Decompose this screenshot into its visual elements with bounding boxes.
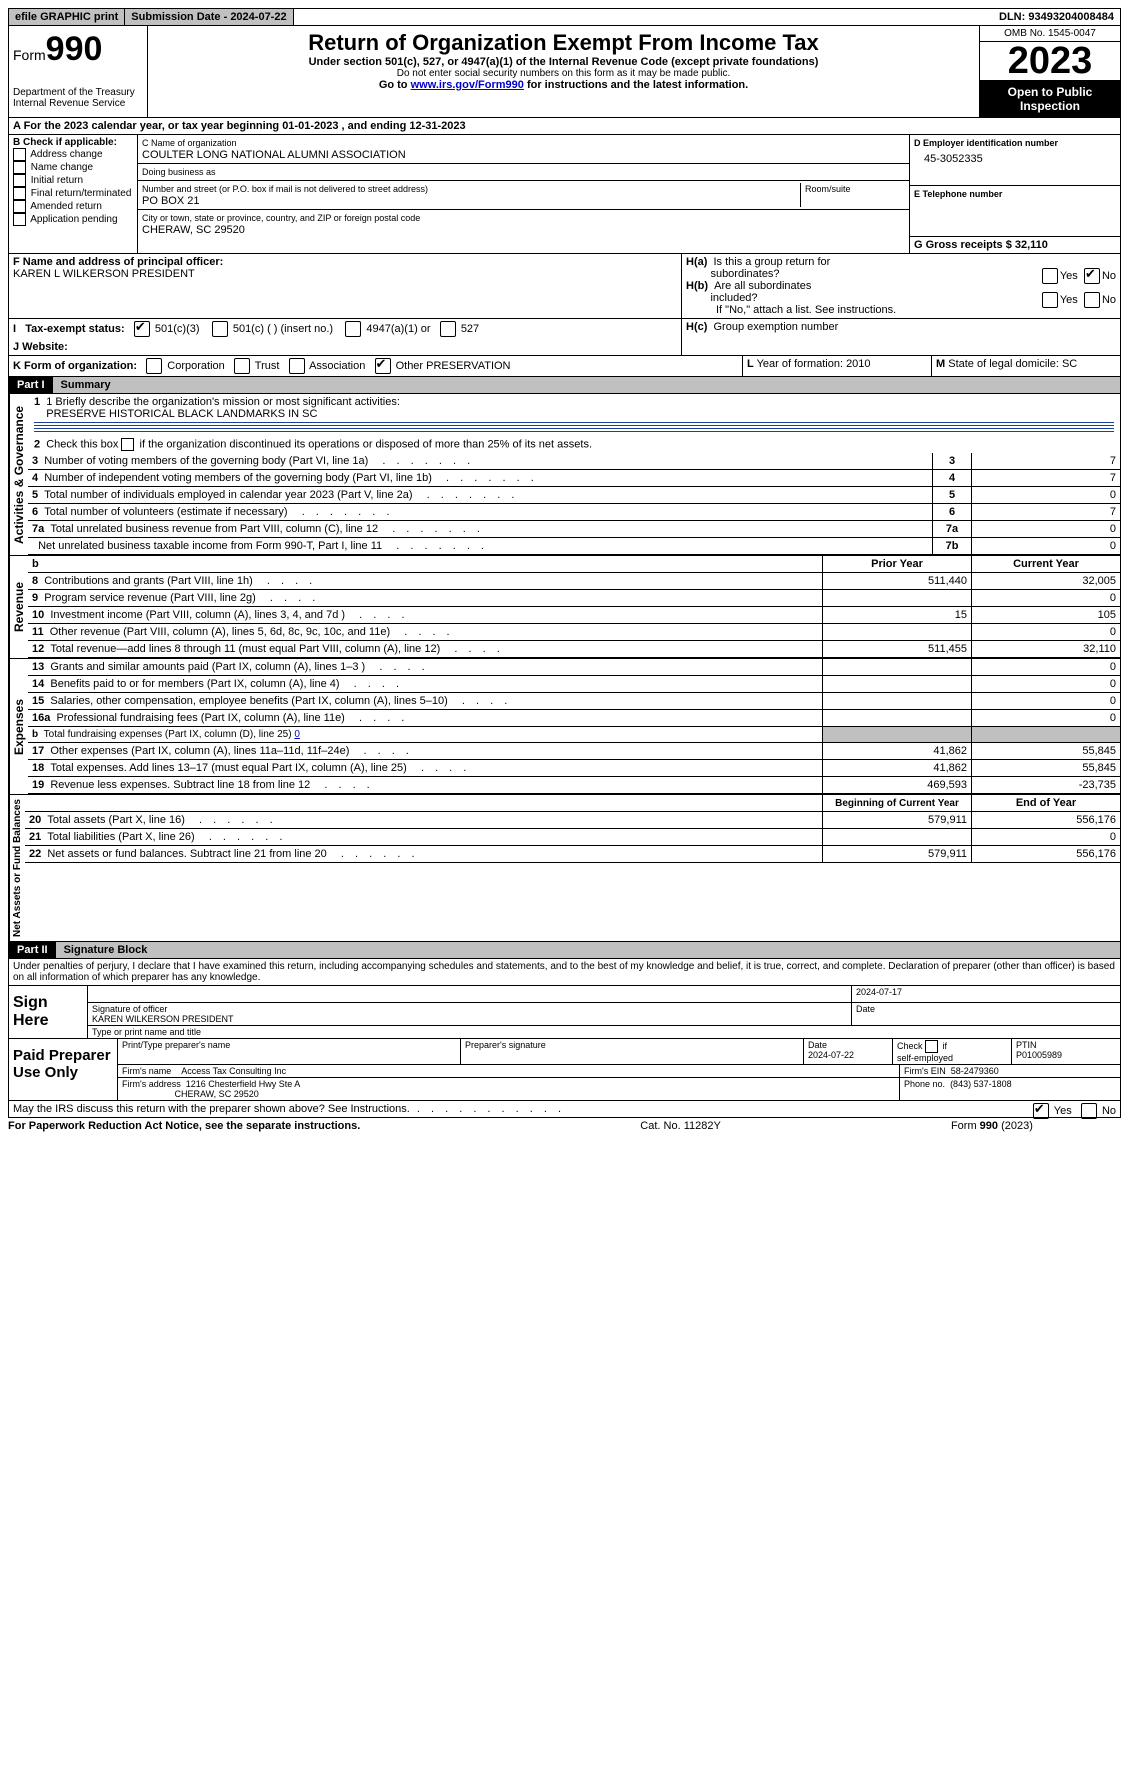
- checkbox-hb-no[interactable]: [1084, 292, 1100, 308]
- phone-label: E Telephone number: [914, 189, 1002, 199]
- firm-phone: (843) 537-1808: [950, 1079, 1012, 1089]
- checkbox-assoc[interactable]: [289, 358, 305, 374]
- checkbox-pending[interactable]: [13, 213, 26, 226]
- sign-here-label: Sign Here: [9, 986, 88, 1038]
- efile-button[interactable]: efile GRAPHIC print: [9, 9, 125, 25]
- revenue-section: Revenue b Prior Year Current Year 8 Cont…: [8, 556, 1121, 659]
- part1-body: Activities & Governance 1 1 Briefly desc…: [8, 394, 1121, 556]
- checkbox-501c[interactable]: [212, 321, 228, 337]
- checkbox-other[interactable]: [375, 358, 391, 374]
- checkbox-initial[interactable]: [13, 174, 26, 187]
- checkbox-hb-yes[interactable]: [1042, 292, 1058, 308]
- checkbox-final[interactable]: [13, 187, 26, 200]
- preparer-block: Paid Preparer Use Only Print/Type prepar…: [8, 1039, 1121, 1101]
- form-number: Form990: [13, 30, 143, 69]
- org-name: COULTER LONG NATIONAL ALUMNI ASSOCIATION: [142, 149, 406, 161]
- checkbox-discontinued[interactable]: [121, 438, 134, 451]
- cat-no: Cat. No. 11282Y: [640, 1120, 721, 1132]
- footer: For Paperwork Reduction Act Notice, see …: [8, 1118, 1033, 1132]
- preparer-label: Paid Preparer Use Only: [9, 1039, 118, 1100]
- declaration: Under penalties of perjury, I declare th…: [8, 959, 1121, 986]
- checkbox-trust[interactable]: [234, 358, 250, 374]
- firm-addr2: CHERAW, SC 29520: [175, 1089, 259, 1099]
- dln: DLN: 93493204008484: [993, 9, 1120, 25]
- part2-header: Part II: [9, 942, 56, 958]
- checkbox-selfemp[interactable]: [925, 1040, 938, 1053]
- dept-label: Department of the Treasury Internal Reve…: [13, 87, 143, 109]
- net-table: Beginning of Current Year End of Year 20…: [25, 795, 1120, 863]
- prep-date: 2024-07-22: [808, 1050, 854, 1060]
- part2-title: Signature Block: [56, 942, 1120, 958]
- checkbox-amended[interactable]: [13, 200, 26, 213]
- tax-year: 2023: [980, 42, 1120, 81]
- firm-ein: 58-2479360: [951, 1066, 999, 1076]
- discuss-row: May the IRS discuss this return with the…: [8, 1101, 1121, 1118]
- vlabel-expenses: Expenses: [9, 659, 28, 794]
- revenue-table: b Prior Year Current Year 8 Contribution…: [28, 556, 1120, 658]
- box-b: B Check if applicable: Address change Na…: [9, 135, 138, 253]
- fh-row: F Name and address of principal officer:…: [8, 254, 1121, 319]
- dba-label: Doing business as: [142, 167, 216, 177]
- ptin: P01005989: [1016, 1050, 1062, 1060]
- vlabel-revenue: Revenue: [9, 556, 28, 658]
- principal-officer: KAREN L WILKERSON PRESIDENT: [13, 268, 195, 280]
- open-public: Open to Public Inspection: [980, 81, 1120, 117]
- part1-title: Summary: [53, 377, 1120, 393]
- street-address: PO BOX 21: [142, 195, 199, 207]
- checkbox-501c3[interactable]: [134, 321, 150, 337]
- section-a: A For the 2023 calendar year, or tax yea…: [8, 118, 1121, 135]
- mission-text: PRESERVE HISTORICAL BLACK LANDMARKS IN S…: [46, 408, 317, 420]
- city-address: CHERAW, SC 29520: [142, 224, 245, 236]
- governance-table: 3 Number of voting members of the govern…: [28, 453, 1120, 555]
- form-header: Form990 Department of the Treasury Inter…: [8, 26, 1121, 118]
- irs-link[interactable]: www.irs.gov/Form990: [411, 79, 524, 91]
- ij-row: I Tax-exempt status: 501(c)(3) 501(c) ( …: [8, 319, 1121, 356]
- top-bar: efile GRAPHIC print Submission Date - 20…: [8, 8, 1121, 26]
- officer-name: KAREN WILKERSON PRESIDENT: [92, 1014, 234, 1024]
- expenses-section: Expenses 13 Grants and similar amounts p…: [8, 659, 1121, 795]
- expenses-table: 13 Grants and similar amounts paid (Part…: [28, 659, 1120, 794]
- website-label: J Website:: [13, 341, 68, 353]
- box-c: C Name of organization COULTER LONG NATI…: [138, 135, 909, 253]
- part1-header: Part I: [9, 377, 53, 393]
- box-de: D Employer identification number 45-3052…: [909, 135, 1120, 253]
- checkbox-527[interactable]: [440, 321, 456, 337]
- year-formation: L Year of formation: 2010: [743, 356, 932, 376]
- checkbox-corp[interactable]: [146, 358, 162, 374]
- state-domicile: M State of legal domicile: SC: [932, 356, 1120, 376]
- sign-block: Sign Here 2024-07-17 Signature of office…: [8, 986, 1121, 1039]
- checkbox-discuss-yes[interactable]: [1033, 1103, 1049, 1119]
- checkbox-ha-no[interactable]: [1084, 268, 1100, 284]
- checkbox-address[interactable]: [13, 148, 26, 161]
- checkbox-discuss-no[interactable]: [1081, 1103, 1097, 1119]
- gross-receipts: G Gross receipts $ 32,110: [914, 239, 1048, 251]
- form-subtitle-1: Under section 501(c), 527, or 4947(a)(1)…: [152, 56, 975, 68]
- submission-date: Submission Date - 2024-07-22: [125, 9, 293, 25]
- checkbox-4947[interactable]: [345, 321, 361, 337]
- firm-name: Access Tax Consulting Inc: [181, 1066, 286, 1076]
- firm-addr1: 1216 Chesterfield Hwy Ste A: [186, 1079, 301, 1089]
- info-grid: B Check if applicable: Address change Na…: [8, 135, 1121, 254]
- sign-date: 2024-07-17: [852, 986, 1120, 1003]
- vlabel-governance: Activities & Governance: [9, 394, 28, 555]
- klm-row: K Form of organization: Corporation Trus…: [8, 356, 1121, 377]
- net-section: Net Assets or Fund Balances Beginning of…: [8, 795, 1121, 942]
- checkbox-ha-yes[interactable]: [1042, 268, 1058, 284]
- form-subtitle-3: Go to www.irs.gov/Form990 for instructio…: [152, 79, 975, 91]
- room-label: Room/suite: [805, 184, 851, 194]
- form-subtitle-2: Do not enter social security numbers on …: [152, 68, 975, 79]
- checkbox-name[interactable]: [13, 161, 26, 174]
- ein: 45-3052335: [914, 149, 1116, 165]
- vlabel-net: Net Assets or Fund Balances: [9, 795, 25, 941]
- form-title: Return of Organization Exempt From Incom…: [152, 30, 975, 56]
